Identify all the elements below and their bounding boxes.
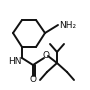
Text: O: O bbox=[30, 76, 37, 85]
Text: NH₂: NH₂ bbox=[59, 21, 76, 30]
Text: O: O bbox=[42, 51, 50, 60]
Text: HN: HN bbox=[8, 57, 22, 66]
